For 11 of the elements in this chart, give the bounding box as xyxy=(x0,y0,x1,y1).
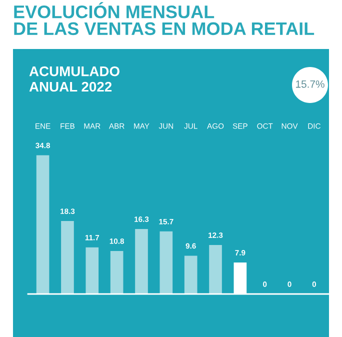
bar xyxy=(184,256,198,294)
bar xyxy=(61,221,74,294)
bar xyxy=(110,250,124,294)
bar xyxy=(135,229,148,294)
bar xyxy=(36,155,50,294)
bar xyxy=(160,231,173,294)
bar xyxy=(86,247,99,294)
chart-title: EVOLUCIÓN MENSUAL DE LAS VENTAS EN MODA RETAIL xyxy=(14,2,314,36)
text: 15.7% xyxy=(296,80,324,88)
bar xyxy=(209,244,222,294)
chart-subtitle: ACUMULADO ANUAL 2022 xyxy=(29,66,120,92)
